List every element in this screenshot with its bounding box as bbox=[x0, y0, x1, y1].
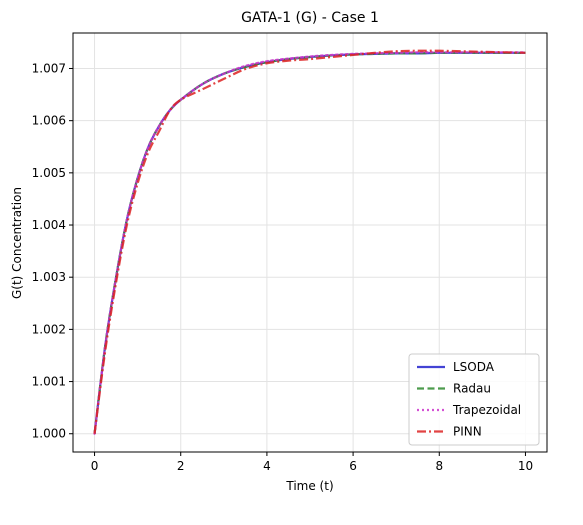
x-axis-label: Time (t) bbox=[285, 479, 333, 493]
x-tick-label: 4 bbox=[263, 459, 271, 473]
legend-label-pinn: PINN bbox=[453, 425, 482, 439]
legend-entries: LSODA Radau Trapezoidal PINN bbox=[417, 360, 521, 439]
y-axis-label: G(t) Concentration bbox=[10, 187, 24, 299]
legend: LSODA Radau Trapezoidal PINN bbox=[408, 353, 540, 446]
y-tick-label: 1.003 bbox=[32, 270, 66, 284]
y-tick-label: 1.006 bbox=[32, 114, 66, 128]
legend-box bbox=[408, 353, 540, 446]
y-tick-label: 1.002 bbox=[32, 322, 66, 336]
legend-label-radau: Radau bbox=[453, 382, 491, 396]
legend-label-trapezoidal: Trapezoidal bbox=[452, 403, 521, 417]
x-tick-label: 0 bbox=[91, 459, 99, 473]
y-tick-label: 1.007 bbox=[32, 61, 66, 75]
y-axis-ticks: 1.000 1.001 1.002 1.003 1.004 1.005 1.006 1.007 bbox=[32, 61, 73, 441]
grid-layer bbox=[73, 33, 547, 452]
legend-label-lsoda: LSODA bbox=[453, 360, 495, 374]
chart-title: GATA-1 (G) - Case 1 bbox=[241, 10, 379, 26]
x-tick-label: 10 bbox=[518, 459, 533, 473]
x-tick-label: 8 bbox=[435, 459, 443, 473]
x-tick-label: 6 bbox=[349, 459, 357, 473]
series-layer bbox=[93, 49, 527, 435]
plot-frame bbox=[72, 32, 548, 453]
x-axis-ticks: 0 2 4 6 8 10 bbox=[91, 452, 533, 473]
y-tick-label: 1.000 bbox=[32, 427, 66, 441]
y-tick-label: 1.005 bbox=[32, 166, 66, 180]
series-line-trapezoidal bbox=[93, 51, 527, 435]
series-line-pinn bbox=[93, 49, 526, 434]
y-tick-label: 1.004 bbox=[32, 218, 66, 232]
y-tick-label: 1.001 bbox=[32, 375, 66, 389]
x-tick-label: 2 bbox=[177, 459, 185, 473]
